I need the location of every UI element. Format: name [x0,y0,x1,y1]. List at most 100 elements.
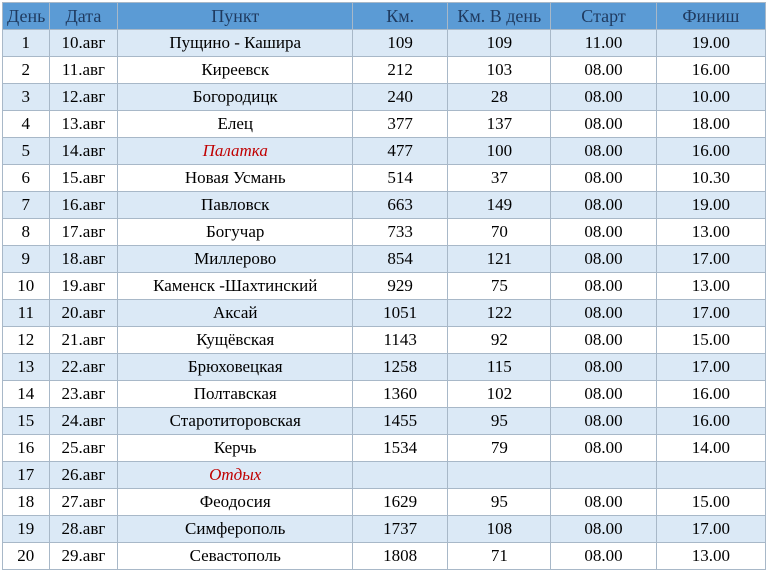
table-row: 514.авгПалатка47710008.0016.00 [3,138,766,165]
table-row: 1625.авгКерчь15347908.0014.00 [3,435,766,462]
table-row: 1928.авгСимферополь173710808.0017.00 [3,516,766,543]
cell-date: 25.авг [49,435,118,462]
cell-km: 733 [353,219,448,246]
table-row: 1120.авгАксай105112208.0017.00 [3,300,766,327]
cell-date: 11.авг [49,57,118,84]
cell-finish: 10.00 [656,84,765,111]
cell-start: 08.00 [551,273,656,300]
cell-day: 13 [3,354,50,381]
cell-kmday: 149 [448,192,551,219]
cell-start: 08.00 [551,192,656,219]
cell-place: Керчь [118,435,353,462]
cell-km: 1534 [353,435,448,462]
cell-day: 3 [3,84,50,111]
cell-date: 16.авг [49,192,118,219]
cell-km: 212 [353,57,448,84]
cell-place: Богородицк [118,84,353,111]
cell-date: 27.авг [49,489,118,516]
cell-finish: 13.00 [656,273,765,300]
cell-date: 29.авг [49,543,118,570]
cell-day: 9 [3,246,50,273]
cell-start: 08.00 [551,327,656,354]
table-row: 716.авгПавловск66314908.0019.00 [3,192,766,219]
cell-date: 22.авг [49,354,118,381]
cell-place: Севастополь [118,543,353,570]
cell-day: 12 [3,327,50,354]
cell-km: 1360 [353,381,448,408]
cell-date: 23.авг [49,381,118,408]
cell-place: Старотиторовская [118,408,353,435]
cell-finish: 17.00 [656,516,765,543]
table-row: 110.авгПущино - Кашира10910911.0019.00 [3,30,766,57]
cell-date: 13.авг [49,111,118,138]
cell-start: 08.00 [551,516,656,543]
cell-place: Богучар [118,219,353,246]
cell-finish: 16.00 [656,408,765,435]
cell-day: 5 [3,138,50,165]
cell-place: Полтавская [118,381,353,408]
cell-kmday: 109 [448,30,551,57]
cell-day: 2 [3,57,50,84]
col-kmday: Км. В день [448,3,551,30]
cell-kmday: 122 [448,300,551,327]
cell-place: Миллерово [118,246,353,273]
header-row: День Дата Пункт Км. Км. В день Старт Фин… [3,3,766,30]
cell-kmday: 121 [448,246,551,273]
cell-place: Палатка [118,138,353,165]
cell-finish: 15.00 [656,327,765,354]
cell-kmday: 108 [448,516,551,543]
table-row: 918.авгМиллерово85412108.0017.00 [3,246,766,273]
col-place: Пункт [118,3,353,30]
cell-start: 08.00 [551,111,656,138]
table-row: 211.авгКиреевск21210308.0016.00 [3,57,766,84]
cell-day: 15 [3,408,50,435]
cell-finish: 17.00 [656,246,765,273]
cell-date: 10.авг [49,30,118,57]
table-row: 312.авгБогородицк2402808.0010.00 [3,84,766,111]
cell-km: 1143 [353,327,448,354]
cell-place: Елец [118,111,353,138]
cell-day: 10 [3,273,50,300]
cell-day: 11 [3,300,50,327]
cell-place: Феодосия [118,489,353,516]
cell-start: 11.00 [551,30,656,57]
cell-km: 1808 [353,543,448,570]
cell-start: 08.00 [551,354,656,381]
table-row: 1423.авгПолтавская136010208.0016.00 [3,381,766,408]
cell-day: 19 [3,516,50,543]
cell-date: 14.авг [49,138,118,165]
cell-start: 08.00 [551,219,656,246]
cell-km: 1258 [353,354,448,381]
table-body: 110.авгПущино - Кашира10910911.0019.0021… [3,30,766,570]
cell-kmday: 95 [448,408,551,435]
cell-kmday: 103 [448,57,551,84]
cell-place: Брюховецкая [118,354,353,381]
cell-finish: 17.00 [656,354,765,381]
cell-kmday: 115 [448,354,551,381]
cell-start: 08.00 [551,300,656,327]
cell-start: 08.00 [551,165,656,192]
cell-km: 1051 [353,300,448,327]
table-row: 1726.авгОтдых [3,462,766,489]
cell-day: 18 [3,489,50,516]
col-day: День [3,3,50,30]
cell-kmday: 137 [448,111,551,138]
cell-km: 1629 [353,489,448,516]
cell-start: 08.00 [551,489,656,516]
cell-finish [656,462,765,489]
table-row: 1827.авгФеодосия16299508.0015.00 [3,489,766,516]
cell-km: 477 [353,138,448,165]
cell-day: 6 [3,165,50,192]
col-km: Км. [353,3,448,30]
cell-kmday: 37 [448,165,551,192]
cell-start: 08.00 [551,408,656,435]
cell-start: 08.00 [551,246,656,273]
cell-kmday: 71 [448,543,551,570]
cell-day: 14 [3,381,50,408]
schedule-table: День Дата Пункт Км. Км. В день Старт Фин… [2,2,766,570]
table-row: 615.авгНовая Усмань5143708.0010.30 [3,165,766,192]
cell-finish: 18.00 [656,111,765,138]
cell-km: 514 [353,165,448,192]
table-row: 1524.авгСтаротиторовская14559508.0016.00 [3,408,766,435]
cell-finish: 13.00 [656,543,765,570]
